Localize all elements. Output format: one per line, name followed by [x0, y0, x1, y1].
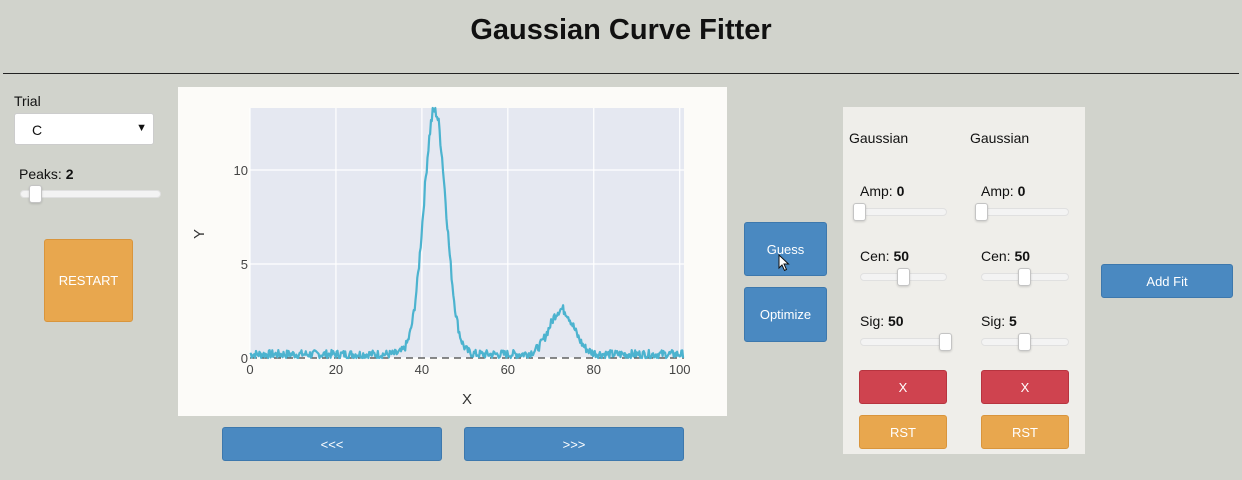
y-tick-label: 5 — [241, 257, 248, 272]
optimize-button[interactable]: Optimize — [744, 287, 827, 342]
y-tick-labels: 0 5 10 — [234, 163, 248, 366]
gaussian-1-amp-slider-handle[interactable] — [853, 203, 866, 221]
next-button[interactable]: >>> — [464, 427, 684, 461]
gaussian-1-amp-value: 0 — [896, 183, 905, 199]
gaussian-2-amp-slider-handle[interactable] — [975, 203, 988, 221]
gaussian-2-header: Gaussian — [970, 130, 1030, 146]
data-series-line — [249, 106, 685, 360]
gaussian-chart: 0 20 40 60 80 100 0 5 10 X Y — [191, 106, 691, 408]
gaussian-2-cen-label: Cen: 50 — [981, 248, 1031, 264]
page-title: Gaussian Curve Fitter — [470, 14, 772, 46]
plot-area[interactable]: 0 20 40 60 80 100 0 5 10 X Y — [178, 87, 727, 416]
chart-plot-background — [250, 108, 684, 358]
x-tick-label: 80 — [587, 362, 601, 377]
x-tick-label: 0 — [246, 362, 253, 377]
y-axis-label: Y — [191, 229, 208, 239]
trial-select[interactable]: C ▼ — [14, 113, 154, 145]
gaussian-2-remove-button[interactable]: X — [981, 370, 1069, 404]
x-tick-label: 60 — [501, 362, 515, 377]
gaussian-1-reset-button[interactable]: RST — [859, 415, 947, 449]
gaussian-2-sig-value: 5 — [1009, 313, 1017, 329]
y-tick-label: 10 — [234, 163, 248, 178]
gaussian-1-cen-value: 50 — [893, 248, 910, 264]
y-tick-label: 0 — [241, 351, 248, 366]
gaussian-1-sig-label: Sig: 50 — [860, 313, 904, 329]
gaussian-1-header: Gaussian — [849, 130, 909, 146]
gaussian-2-cen-value: 50 — [1014, 248, 1031, 264]
peaks-slider-track[interactable] — [20, 190, 161, 198]
gaussian-2-sig-slider-handle[interactable] — [1018, 333, 1031, 351]
trial-select-value: C — [32, 122, 43, 138]
peaks-value: 2 — [65, 166, 74, 182]
x-tick-label: 20 — [329, 362, 343, 377]
gaussian-2-amp-slider-track[interactable] — [981, 208, 1069, 216]
gaussian-1-amp-label: Amp: 0 — [860, 183, 905, 199]
gaussian-1-remove-button[interactable]: X — [859, 370, 947, 404]
restart-button[interactable]: RESTART — [44, 239, 133, 322]
gaussian-2-amp-value: 0 — [1017, 183, 1026, 199]
peaks-label-text: Peaks: — [19, 166, 62, 182]
gaussian-2-sig-label: Sig: 5 — [981, 313, 1017, 329]
peaks-slider-handle[interactable] — [29, 185, 42, 203]
gaussian-1-cen-label: Cen: 50 — [860, 248, 910, 264]
gaussian-2-amp-label: Amp: 0 — [981, 183, 1026, 199]
x-axis-label: X — [462, 391, 472, 408]
guess-button-label: Guess — [766, 241, 805, 257]
gaussian-1-amp-slider-track[interactable] — [860, 208, 947, 216]
x-tick-label: 40 — [415, 362, 429, 377]
mouse-cursor-icon — [778, 254, 790, 272]
add-fit-button[interactable]: Add Fit — [1101, 264, 1233, 298]
trial-label: Trial — [14, 93, 41, 109]
gaussian-1-sig-slider-track[interactable] — [860, 338, 947, 346]
gaussian-2-reset-button[interactable]: RST — [981, 415, 1069, 449]
peaks-label: Peaks: 2 — [19, 166, 74, 182]
gaussian-1-sig-slider-handle[interactable] — [939, 333, 952, 351]
gaussian-1-sig-value: 50 — [888, 313, 904, 329]
gaussian-2-cen-slider-handle[interactable] — [1018, 268, 1031, 286]
x-tick-label: 100 — [669, 362, 691, 377]
caret-down-icon: ▼ — [136, 122, 147, 134]
previous-button[interactable]: <<< — [222, 427, 442, 461]
gaussian-1-cen-slider-handle[interactable] — [897, 268, 910, 286]
x-tick-labels: 0 20 40 60 80 100 — [246, 362, 690, 377]
header-divider — [3, 73, 1239, 74]
